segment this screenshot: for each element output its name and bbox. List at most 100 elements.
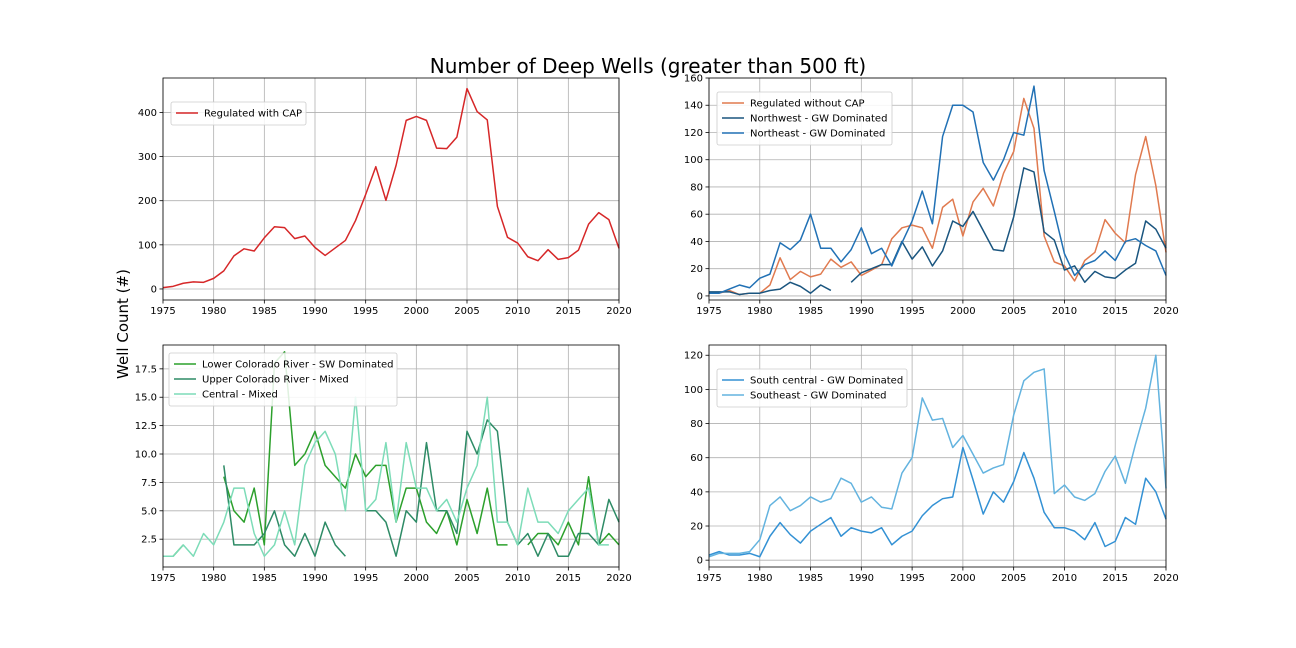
x-tick-label: 2020 bbox=[1153, 573, 1178, 584]
series-line-3-3 bbox=[163, 396, 609, 557]
y-tick-label: 0 bbox=[697, 556, 703, 567]
series-line-4-1 bbox=[708, 446, 1167, 558]
y-tick-label: 12.5 bbox=[135, 421, 157, 432]
y-tick-label: 20 bbox=[690, 264, 703, 275]
x-tick-label: 2000 bbox=[404, 573, 429, 584]
x-tick-label: 2005 bbox=[454, 306, 479, 317]
legend: Regulated with CAP bbox=[170, 101, 307, 126]
x-tick-label: 1975 bbox=[150, 573, 175, 584]
x-tick-label: 1995 bbox=[899, 306, 924, 317]
x-tick-label: 1980 bbox=[747, 573, 772, 584]
y-tick-label: 160 bbox=[684, 74, 703, 85]
series-line-2-3 bbox=[709, 85, 1167, 294]
x-tick-label: 1995 bbox=[353, 306, 378, 317]
y-tick-label: 60 bbox=[690, 453, 703, 464]
x-tick-label: 1980 bbox=[201, 573, 226, 584]
x-tick-label: 2020 bbox=[606, 573, 631, 584]
x-tick-label: 2010 bbox=[505, 573, 530, 584]
chart-panel-3: 1975 1980 1985 1990 1995 2000 2005 2010 2015 2020… bbox=[135, 344, 632, 584]
y-tick-label: 100 bbox=[684, 155, 703, 166]
y-tick-label: 20 bbox=[690, 522, 703, 533]
x-tick-label: 1985 bbox=[252, 306, 277, 317]
y-tick-label: 200 bbox=[138, 196, 157, 207]
x-tick-label: 1990 bbox=[849, 573, 874, 584]
x-tick-label: 2010 bbox=[1052, 573, 1077, 584]
y-tick-label: 40 bbox=[690, 237, 703, 248]
x-tick-label: 1985 bbox=[798, 306, 823, 317]
legend-entry-label: Regulated with CAP bbox=[204, 109, 302, 120]
y-tick-label: 80 bbox=[690, 419, 703, 430]
y-tick-label: 17.5 bbox=[135, 364, 157, 375]
x-tick-label: 2020 bbox=[606, 306, 631, 317]
x-tick-label: 1975 bbox=[150, 306, 175, 317]
legend-entry-label: Northeast - GW Dominated bbox=[750, 129, 885, 140]
x-tick-label: 2000 bbox=[404, 306, 429, 317]
legend-box bbox=[168, 352, 398, 407]
y-tick-label: 0 bbox=[151, 284, 157, 295]
legend-entry-label: Regulated without CAP bbox=[750, 99, 864, 110]
plot-frame bbox=[708, 77, 1167, 301]
x-tick-label: 2005 bbox=[1001, 573, 1026, 584]
legend-box bbox=[716, 368, 908, 408]
x-tick-label: 1980 bbox=[747, 306, 772, 317]
x-tick-label: 2005 bbox=[1001, 306, 1026, 317]
y-tick-label: 80 bbox=[690, 182, 703, 193]
y-tick-label: 0 bbox=[697, 291, 703, 302]
chart-panels: 1975 1980 1985 1990 1995 2000 2005 2010 2015 2020… bbox=[135, 74, 1179, 585]
y-tick-label: 120 bbox=[684, 128, 703, 139]
y-tick-label: 40 bbox=[690, 487, 703, 498]
plot-frame bbox=[708, 344, 1167, 568]
legend-entry-label: South central - GW Dominated bbox=[750, 376, 903, 387]
chart-panel-1: 1975 1980 1985 1990 1995 2000 2005 2010 2015 2020… bbox=[138, 77, 632, 317]
series-line-2-2 bbox=[709, 167, 1167, 296]
y-tick-label: 300 bbox=[138, 152, 157, 163]
chart-panel-4: 1975 1980 1985 1990 1995 2000 2005 2010 2015 2020… bbox=[684, 344, 1179, 584]
x-tick-label: 2005 bbox=[454, 573, 479, 584]
y-tick-label: 400 bbox=[138, 108, 157, 119]
legend-entry-label: Northwest - GW Dominated bbox=[750, 114, 887, 125]
legend: South central - GW Dominated Southeast - … bbox=[716, 368, 908, 408]
y-tick-label: 10.0 bbox=[135, 450, 157, 461]
x-tick-label: 1985 bbox=[252, 573, 277, 584]
y-tick-label: 140 bbox=[684, 101, 703, 112]
x-tick-label: 2020 bbox=[1153, 306, 1178, 317]
chart-panel-2: 1975 1980 1985 1990 1995 2000 2005 2010 2015 2020… bbox=[684, 74, 1179, 318]
legend-entry-label: Lower Colorado River - SW Dominated bbox=[202, 360, 394, 371]
series-line-2-1 bbox=[709, 97, 1167, 296]
x-tick-label: 2010 bbox=[1052, 306, 1077, 317]
y-tick-label: 100 bbox=[684, 385, 703, 396]
legend: Regulated without CAP Northwest - GW Domi… bbox=[716, 91, 893, 146]
x-tick-label: 1975 bbox=[696, 573, 721, 584]
y-tick-label: 5.0 bbox=[141, 506, 157, 517]
legend-entry-label: Upper Colorado River - Mixed bbox=[202, 375, 349, 386]
x-tick-label: 1985 bbox=[798, 573, 823, 584]
legend-entry-label: Central - Mixed bbox=[202, 390, 278, 401]
x-tick-label: 2015 bbox=[1102, 306, 1127, 317]
legend-entry-label: Southeast - GW Dominated bbox=[750, 391, 886, 402]
x-tick-label: 1995 bbox=[899, 573, 924, 584]
x-tick-label: 1990 bbox=[849, 306, 874, 317]
plot-frame bbox=[162, 344, 620, 568]
y-tick-label: 7.5 bbox=[141, 478, 157, 489]
series-line-4-2 bbox=[708, 354, 1167, 558]
figure-title: Number of Deep Wells (greater than 500 f… bbox=[430, 54, 866, 78]
x-tick-label: 2015 bbox=[556, 573, 581, 584]
x-tick-label: 2000 bbox=[950, 306, 975, 317]
legend-box bbox=[170, 101, 307, 126]
x-tick-label: 2000 bbox=[950, 573, 975, 584]
y-tick-label: 100 bbox=[138, 240, 157, 251]
y-tick-label: 15.0 bbox=[135, 393, 157, 404]
y-tick-label: 2.5 bbox=[141, 535, 157, 546]
x-tick-label: 2015 bbox=[1102, 573, 1127, 584]
x-tick-label: 1995 bbox=[353, 573, 378, 584]
y-tick-label: 60 bbox=[690, 210, 703, 221]
y-tick-label: 120 bbox=[684, 351, 703, 362]
series-line-1-1 bbox=[162, 87, 620, 289]
legend: Lower Colorado River - SW Dominated Upper… bbox=[168, 352, 398, 407]
x-tick-label: 1990 bbox=[302, 573, 327, 584]
x-tick-label: 1980 bbox=[201, 306, 226, 317]
common-y-axis-label: Well Count (#) bbox=[114, 269, 132, 379]
x-tick-label: 1975 bbox=[696, 306, 721, 317]
legend-box bbox=[716, 91, 893, 146]
